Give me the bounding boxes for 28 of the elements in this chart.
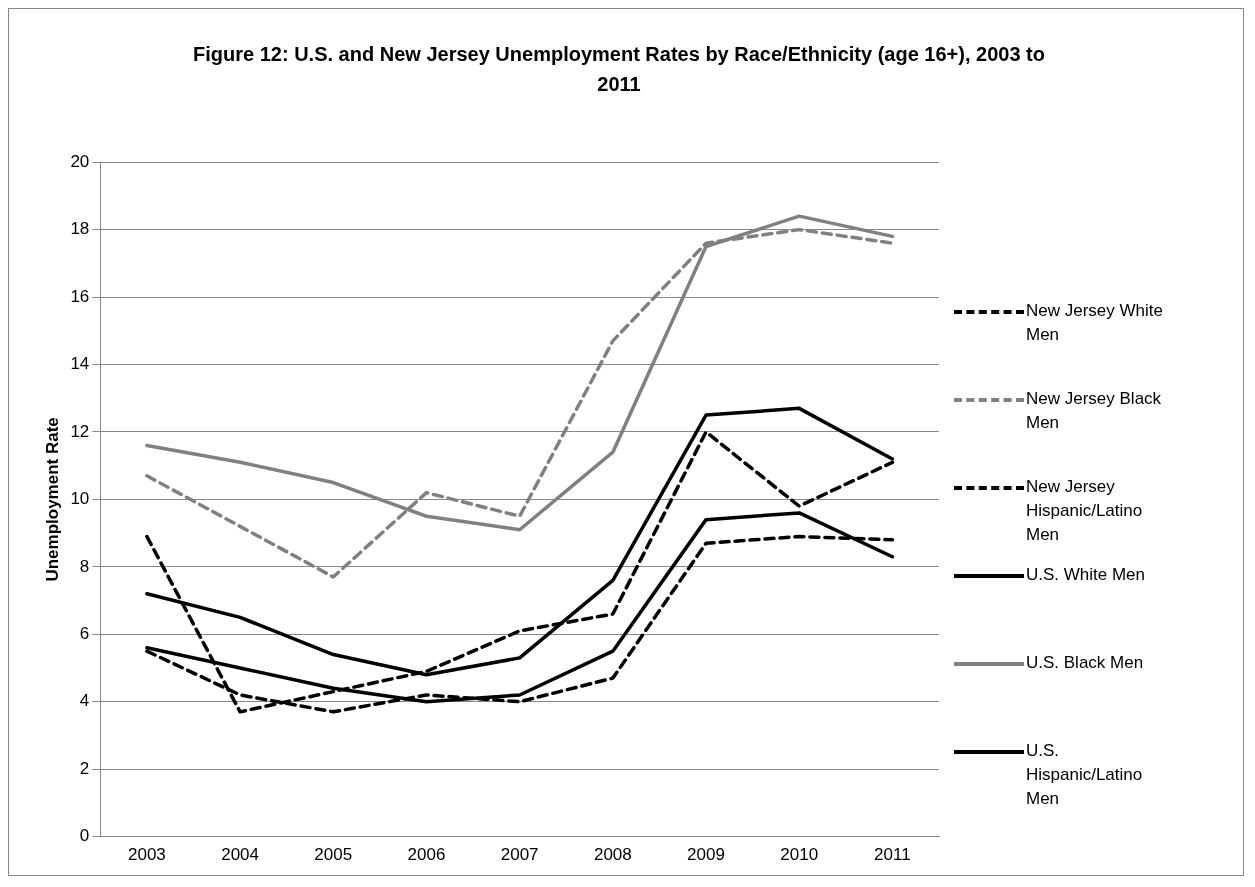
y-tick-label: 18: [70, 219, 90, 239]
x-tick-label: 2009: [687, 845, 725, 865]
y-tick-label: 4: [79, 691, 90, 711]
y-tick-label: 20: [70, 151, 90, 171]
y-tick-label: 12: [70, 421, 90, 441]
legend-label: New Jersey White Men: [1026, 300, 1164, 346]
x-tick-label: 2006: [407, 845, 446, 865]
x-tick-label: 2008: [593, 845, 632, 865]
x-tick-label: 2011: [874, 845, 911, 865]
y-tick-label: 10: [70, 489, 90, 509]
x-tick-label: 2007: [500, 845, 539, 865]
x-tick-label: 2010: [780, 845, 819, 865]
y-tick-label: 16: [70, 286, 90, 306]
x-tick-label: 2004: [221, 845, 260, 865]
y-tick-label: 14: [70, 354, 90, 374]
x-tick-label: 2005: [314, 845, 353, 865]
legend-label: U.S. Hispanic/Latino Men: [1026, 740, 1144, 810]
chart-title: Figure 12: U.S. and New Jersey Unemployment Rates by Race/Ethnicity (age 16+), 2003 to 2011: [192, 42, 1046, 97]
legend-label: New Jersey Black Men: [1026, 388, 1163, 434]
y-tick-label: 8: [79, 556, 90, 576]
y-tick-label: 0: [79, 826, 90, 846]
y-axis-title: Unemployment Rate: [42, 417, 62, 582]
legend-label: U.S. White Men: [1026, 564, 1147, 586]
legend-label: U.S. Black Men: [1026, 652, 1145, 674]
x-tick-label: 2003: [127, 845, 166, 865]
y-tick-label: 6: [79, 623, 90, 643]
y-tick-label: 2: [79, 758, 90, 778]
legend-label: New Jersey Hispanic/Latino Men: [1026, 476, 1144, 546]
